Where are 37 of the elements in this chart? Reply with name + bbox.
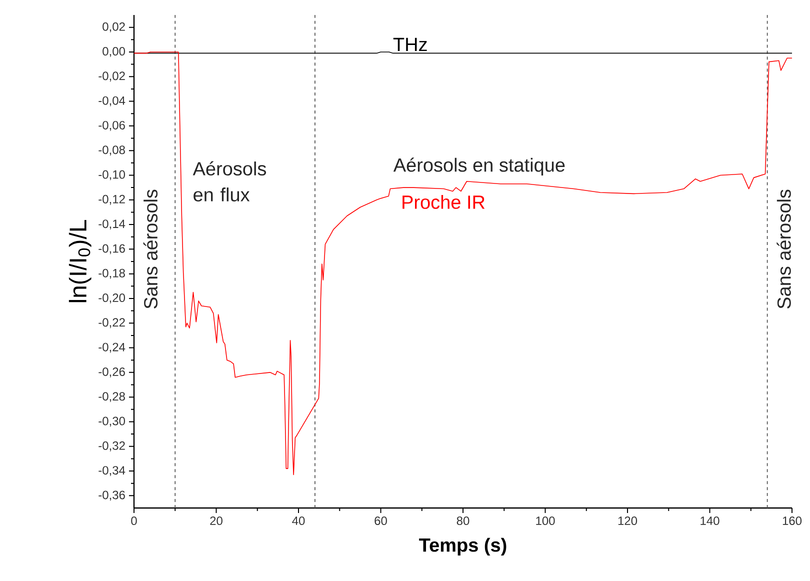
y-tick-label: 0,00 bbox=[102, 47, 126, 57]
x-tick-label: 120 bbox=[618, 516, 638, 526]
y-tick-label: -0,28 bbox=[98, 392, 125, 402]
x-tick-label: 140 bbox=[700, 516, 720, 526]
x-tick-label: 100 bbox=[536, 516, 555, 526]
y-tick-label: -0,30 bbox=[98, 416, 126, 427]
x-axis-title: Temps (s) bbox=[419, 538, 506, 556]
annotation: Sans aérosols bbox=[776, 190, 791, 309]
y-tick-label: 0,02 bbox=[102, 22, 125, 32]
series-label: THz bbox=[393, 38, 427, 51]
annotation: Sans aérosols bbox=[143, 190, 158, 309]
y-tick-label: -0,08 bbox=[98, 146, 125, 156]
y-tick-label: -0,22 bbox=[98, 318, 125, 328]
y-tick-label: -0,26 bbox=[98, 367, 125, 378]
y-tick-label: -0,34 bbox=[98, 466, 126, 476]
y-tick-label: -0,10 bbox=[98, 170, 126, 180]
y-tick-label: -0,18 bbox=[98, 268, 125, 279]
x-tick-label: 60 bbox=[374, 516, 387, 526]
x-tick-label: 40 bbox=[292, 516, 305, 526]
y-tick-label: -0,24 bbox=[98, 342, 126, 353]
y-tick-label: -0,20 bbox=[98, 294, 126, 304]
x-tick-label: 0 bbox=[131, 516, 137, 526]
y-tick-label: -0,12 bbox=[98, 194, 125, 205]
y-tick-label: -0,32 bbox=[98, 441, 125, 452]
y-tick-label: -0,14 bbox=[98, 220, 126, 230]
y-tick-label: -0,36 bbox=[98, 490, 125, 501]
annotation: Aérosols en flux bbox=[192, 161, 266, 202]
series-label: Proche IR bbox=[402, 194, 485, 209]
x-tick-label: 20 bbox=[210, 516, 222, 526]
y-tick-label: -0,06 bbox=[98, 120, 125, 131]
y-tick-label: -0,02 bbox=[98, 72, 125, 82]
y-tick-label: -0,04 bbox=[98, 96, 126, 106]
x-tick-label: 80 bbox=[456, 516, 470, 526]
x-tick-label: 160 bbox=[782, 516, 802, 526]
annotation: Aérosols en statique bbox=[393, 158, 565, 176]
y-tick-label: -0,16 bbox=[98, 244, 125, 254]
y-axis-title: ln(I/I$_{0}$)/L bbox=[68, 220, 92, 302]
